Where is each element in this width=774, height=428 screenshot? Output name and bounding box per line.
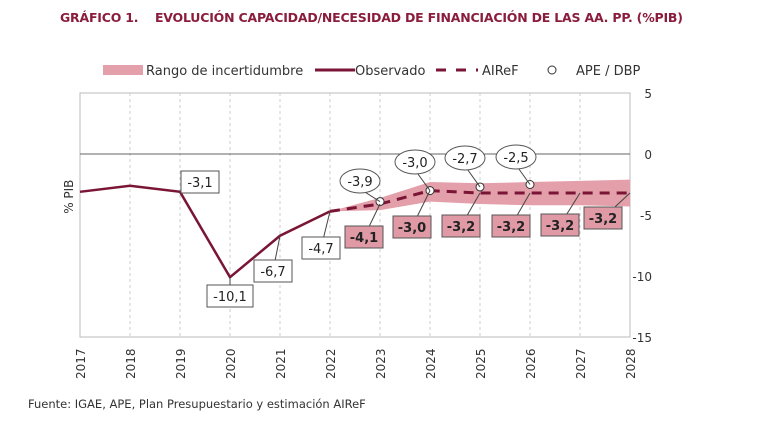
ape-data-label: -2,7: [452, 152, 477, 167]
y-tick-label: -10: [632, 270, 652, 284]
observed-data-label-box: [301, 236, 341, 260]
airef-data-label-box: [583, 206, 623, 230]
x-tick-label: 2022: [324, 348, 338, 379]
y-axis-label: % PIB: [62, 180, 76, 214]
uncertainty-band: [330, 179, 630, 212]
airef-data-label: -3,0: [398, 221, 426, 236]
x-tick-label: 2019: [174, 348, 188, 379]
x-tick-label: 2027: [574, 348, 588, 379]
x-tick-label: 2021: [274, 348, 288, 379]
x-tick-label: 2023: [374, 348, 388, 379]
ape-data-label: -2,5: [503, 151, 528, 166]
x-tick-label: 2026: [524, 348, 538, 379]
legend-swatch-ape: [547, 65, 557, 75]
airef-data-label-box: [344, 225, 384, 249]
legend-label: APE / DBP: [576, 64, 641, 79]
legend-label: AIReF: [482, 64, 519, 79]
legend-label: Observado: [355, 64, 426, 79]
ape-data-label-bubble: [444, 145, 486, 171]
y-tick-label: -15: [632, 331, 652, 345]
y-tick-label: 5: [644, 87, 652, 101]
airef-data-label-box: [491, 214, 531, 238]
source-note: Fuente: IGAE, APE, Plan Presupuestario y…: [28, 397, 366, 411]
ape-data-label: -3,9: [347, 175, 372, 190]
chart-title: GRÁFICO 1. EVOLUCIÓN CAPACIDAD/NECESIDAD…: [60, 10, 683, 25]
observed-data-label-box: [180, 170, 220, 194]
ape-data-label: -3,0: [402, 156, 427, 171]
ape-data-label-bubble: [339, 168, 381, 194]
airef-data-label-box: [392, 215, 432, 239]
airef-data-label-box: [540, 213, 580, 237]
airef-data-label-box: [441, 214, 481, 238]
legend-swatch-band: [103, 65, 143, 75]
ape-data-label-bubble: [394, 149, 436, 175]
x-tick-label: 2025: [474, 348, 488, 379]
airef-data-label: -3,2: [589, 212, 617, 227]
observed-data-label-box: [206, 284, 254, 308]
x-tick-label: 2018: [124, 348, 138, 379]
observed-data-label: -6,7: [260, 265, 285, 280]
x-tick-label: 2028: [624, 348, 638, 379]
observed-data-label: -4,7: [308, 242, 333, 257]
airef-data-label: -3,2: [447, 220, 475, 235]
y-tick-label: -5: [640, 209, 652, 223]
legend-label: Rango de incertidumbre: [146, 64, 303, 79]
observed-data-label: -3,1: [187, 176, 212, 191]
observed-data-label-box: [253, 259, 293, 283]
y-tick-label: 0: [644, 148, 652, 162]
ape-data-label-bubble: [495, 144, 537, 170]
observed-data-label: -10,1: [213, 290, 247, 305]
x-tick-label: 2017: [74, 348, 88, 379]
airef-data-label: -3,2: [497, 220, 525, 235]
plot-frame: [79, 92, 631, 338]
airef-data-label: -3,2: [546, 219, 574, 234]
airef-data-label: -4,1: [350, 231, 378, 246]
x-tick-label: 2020: [224, 348, 238, 379]
x-tick-label: 2024: [424, 348, 438, 379]
observed-line: [79, 184, 331, 280]
